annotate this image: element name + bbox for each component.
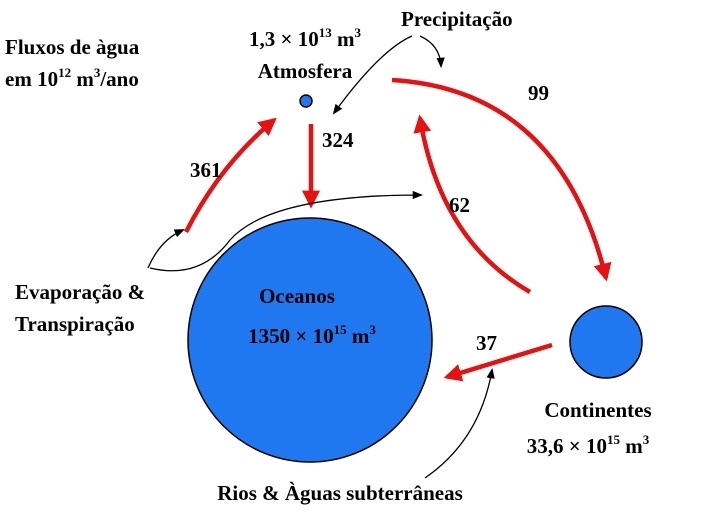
superscript: 15 bbox=[334, 322, 348, 337]
process-label: Precipitação bbox=[401, 7, 513, 31]
flux-value: 62 bbox=[449, 193, 470, 217]
process-arrow bbox=[419, 35, 445, 69]
ocean-circle bbox=[187, 217, 433, 463]
node-label: Continentes bbox=[544, 398, 651, 422]
continent-circle bbox=[569, 305, 643, 379]
node-label: Atmosfera bbox=[258, 59, 353, 83]
text-part: em 10 bbox=[5, 67, 58, 91]
flux-value: 99 bbox=[528, 81, 549, 105]
text-part: /ano bbox=[99, 67, 139, 91]
flux-arrows bbox=[183, 77, 612, 382]
flux-value: 361 bbox=[190, 158, 222, 182]
process-arrow bbox=[149, 190, 424, 272]
text-part: 1350 × 10 bbox=[248, 324, 333, 348]
superscript: 3 bbox=[643, 432, 650, 447]
text-part: m bbox=[71, 67, 94, 91]
node-label: Oceanos bbox=[259, 284, 335, 308]
process-arrow bbox=[332, 35, 413, 115]
text-part: m bbox=[620, 434, 643, 458]
superscript: 12 bbox=[58, 65, 71, 80]
superscript: 13 bbox=[319, 25, 333, 40]
flux-arrow bbox=[183, 117, 277, 234]
amount: 1350 × 1015 m3 bbox=[248, 322, 376, 348]
flux-value: 37 bbox=[476, 331, 497, 355]
process-arrow bbox=[147, 229, 185, 269]
amount: 1,3 × 1013 m3 bbox=[249, 25, 361, 51]
text-part: m bbox=[332, 27, 355, 51]
text-part: m bbox=[347, 324, 370, 348]
legend-line: em 1012 m3/ano bbox=[5, 65, 139, 91]
flux-arrow bbox=[443, 342, 553, 382]
superscript: 3 bbox=[94, 65, 101, 80]
process-label: Transpiração bbox=[15, 312, 135, 336]
superscript: 3 bbox=[369, 322, 376, 337]
flux-arrow bbox=[391, 77, 612, 282]
process-arrow bbox=[424, 367, 495, 479]
atmosphere-circle bbox=[299, 94, 313, 108]
text-part: 33,6 × 10 bbox=[527, 434, 607, 458]
superscript: 15 bbox=[607, 432, 621, 447]
flux-arrow bbox=[413, 114, 532, 294]
legend-line: Fluxos de àgua bbox=[5, 35, 140, 59]
process-label: Evaporação & bbox=[15, 280, 145, 304]
text-part: 1,3 × 10 bbox=[249, 27, 319, 51]
process-label: Rios & Àguas subterrâneas bbox=[217, 481, 463, 505]
amount: 33,6 × 1015 m3 bbox=[527, 432, 650, 458]
flux-value: 324 bbox=[322, 128, 354, 152]
process-arrows bbox=[147, 35, 495, 479]
superscript: 3 bbox=[354, 25, 361, 40]
